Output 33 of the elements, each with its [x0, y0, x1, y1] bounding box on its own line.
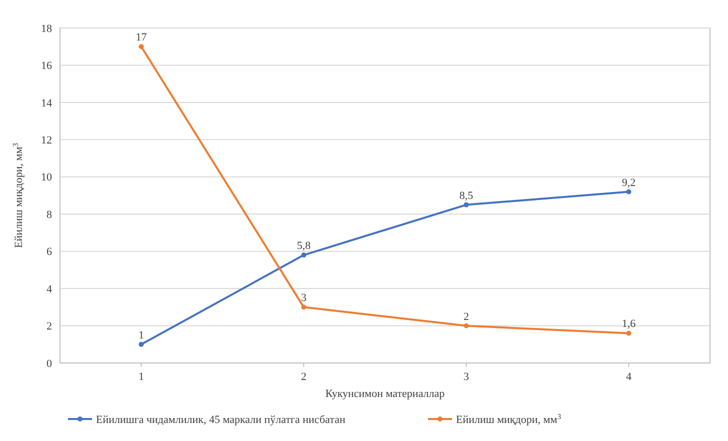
point	[301, 304, 306, 310]
y-tick-label: 0	[46, 358, 52, 370]
data-label: 3	[301, 292, 307, 304]
point	[464, 323, 469, 328]
x-tick-label: 3	[464, 371, 470, 383]
y-tick-label: 2	[46, 320, 52, 333]
y-tick-label: 10	[41, 172, 52, 184]
legend-label: Ейилиш миқдори, мм$^{3}$	[456, 412, 562, 426]
point	[138, 342, 144, 347]
y-tick-label: 12	[41, 134, 52, 147]
legend-label: Ейилишга чидамлилик, 45 маркали пўлатга нисбатан	[96, 414, 346, 426]
data-label: 1,6	[622, 318, 636, 330]
x-tick-label: 4	[626, 371, 632, 383]
y-tick-label: 6	[46, 246, 52, 258]
y-tick-label: 14	[41, 97, 52, 110]
y-tick-label: 4	[46, 283, 52, 296]
y-tick-label: 18	[41, 22, 52, 35]
data-label: 17	[136, 32, 148, 44]
data-label: 1	[138, 329, 144, 342]
y-tick-label: 8	[46, 208, 52, 221]
x-axis-title: Кукунсимон материаллар	[325, 388, 446, 400]
data-label: 2	[464, 310, 469, 323]
point	[138, 44, 144, 50]
data-label: 8,5	[459, 190, 474, 202]
point	[626, 330, 632, 336]
point	[301, 252, 306, 258]
x-tick-label: 1	[138, 371, 144, 383]
point	[626, 189, 632, 194]
x-tick-label: 2	[301, 371, 306, 383]
point	[464, 202, 469, 208]
y-tick-label: 16	[41, 60, 52, 72]
data-label: 9,2	[622, 176, 636, 189]
data-label: 5,8	[296, 240, 312, 252]
